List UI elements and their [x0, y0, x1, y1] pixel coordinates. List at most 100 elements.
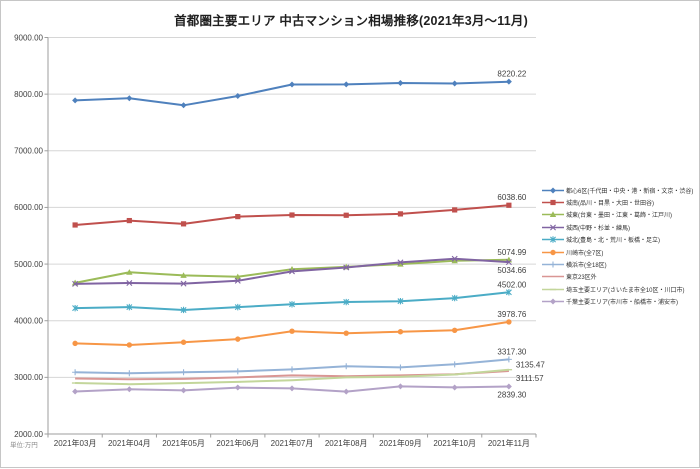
marker-plus [180, 369, 187, 376]
legend-swatch [542, 298, 564, 305]
legend-item-3: 城西(中野・杉並・練馬) [542, 221, 693, 233]
marker-diamond [451, 384, 458, 391]
y-axis-label: 3000.00 [14, 373, 43, 382]
marker-square [397, 211, 404, 217]
legend-label: 千葉主要エリア(市川市・船橋市・浦安市) [566, 300, 678, 307]
marker-triangle [549, 211, 557, 218]
marker-triangle [234, 273, 241, 280]
legend-label: 埼玉主要エリア(さいたま市全10区・川口市) [566, 287, 685, 294]
marker-diamond [289, 385, 295, 392]
data-label: 5074.99 [497, 248, 526, 257]
marker-diamond [343, 388, 350, 395]
x-axis-label: 2021年10月 [433, 438, 476, 448]
y-axis-label: 9000.00 [14, 33, 43, 42]
marker-x [550, 224, 556, 231]
series-9 [72, 383, 512, 395]
marker-diamond [451, 80, 458, 87]
marker-circle [126, 342, 133, 348]
marker-diamond [72, 388, 79, 395]
marker-star [397, 297, 404, 305]
marker-diamond [126, 386, 133, 393]
series-3 [72, 255, 512, 287]
marker-triangle [126, 269, 133, 275]
marker-diamond [550, 298, 556, 305]
legend-item-7: 東京23区外 [542, 271, 693, 283]
marker-x [72, 280, 79, 287]
legend-swatch [542, 224, 564, 231]
legend-swatch [542, 211, 564, 218]
legend-item-9: 千葉主要エリア(市川市・船橋市・浦安市) [542, 296, 693, 308]
marker-square [126, 217, 132, 224]
data-label: 3111.57 [516, 374, 544, 383]
marker-star [289, 301, 295, 308]
marker-star [180, 306, 187, 314]
marker-x [343, 264, 350, 271]
marker-x [180, 280, 187, 287]
data-label: 5034.66 [497, 266, 526, 275]
x-axis-label: 2021年07月 [271, 438, 314, 448]
x-axis-label: 2021年09月 [379, 438, 422, 448]
series-1 [72, 202, 512, 228]
marker-plus [72, 369, 79, 376]
data-label: 3135.47 [516, 361, 545, 370]
marker-circle [72, 340, 78, 347]
marker-diamond [234, 384, 241, 391]
data-label: 4502.00 [497, 280, 526, 289]
data-label: 2839.30 [497, 390, 526, 399]
x-axis-label: 2021年03月 [54, 438, 97, 448]
marker-diamond [343, 81, 350, 88]
marker-square [289, 212, 295, 218]
marker-circle [397, 329, 404, 335]
legend-swatch [542, 187, 564, 194]
legend-swatch [542, 288, 564, 291]
marker-x [126, 280, 133, 287]
marker-plus [126, 370, 133, 377]
marker-circle [451, 327, 458, 334]
legend-item-4: 城北(豊島・北・荒川・板橋・足立) [542, 234, 693, 246]
legend-swatch [542, 261, 564, 268]
marker-circle [343, 330, 349, 336]
legend-label: 東京23区外 [566, 275, 597, 282]
marker-star [234, 303, 241, 311]
marker-diamond [126, 95, 133, 102]
chart-title: 首都圏主要エリア 中古マンション相場推移(2021年3月〜11月) [174, 14, 528, 28]
y-axis-label: 2000.00 [14, 430, 43, 439]
legend-item-8: 埼玉主要エリア(さいたま市全10区・川口市) [542, 283, 693, 295]
marker-diamond [397, 80, 404, 87]
marker-circle [550, 249, 556, 255]
x-axis-label: 2021年05月 [162, 438, 205, 448]
marker-star [343, 298, 350, 306]
data-label: 3978.76 [497, 310, 526, 319]
series-8 [71, 368, 513, 386]
marker-circle [235, 336, 241, 342]
series-6 [72, 356, 512, 377]
marker-x [505, 259, 512, 266]
legend-item-5: 川崎市(全7区) [542, 246, 693, 258]
x-axis-label: 2021年04月 [108, 438, 151, 448]
series-4 [72, 289, 512, 314]
x-axis-label: 2021年11月 [488, 438, 530, 448]
marker-square [452, 207, 458, 213]
marker-x [397, 259, 404, 266]
marker-plus [397, 364, 404, 371]
y-axis-label: 5000.00 [14, 260, 43, 269]
y-axis-label: 4000.00 [14, 317, 43, 326]
marker-star [72, 304, 79, 312]
legend-label: 城北(豊島・北・荒川・板橋・足立) [566, 238, 660, 245]
marker-diamond [180, 102, 187, 109]
marker-triangle [180, 272, 187, 278]
series-5 [72, 319, 512, 348]
legend-label: 川崎市(全7区) [566, 250, 604, 257]
marker-x [234, 277, 241, 284]
marker-plus [343, 363, 350, 370]
marker-diamond [550, 187, 556, 194]
axis-unit-note: 単位:万円 [10, 442, 38, 449]
legend-label: 城南(品川・目黒・大田・世田谷) [566, 201, 654, 208]
marker-square [506, 202, 512, 208]
legend-item-2: 城東(台東・墨田・江東・葛飾・江戸川) [542, 209, 693, 221]
marker-circle [180, 339, 187, 345]
legend-label: 城西(中野・杉並・練馬) [566, 225, 630, 232]
legend-item-0: 都心6区(千代田・中央・港・新宿・文京・渋谷) [542, 184, 693, 196]
legend-label: 城東(台東・墨田・江東・葛飾・江戸川) [566, 213, 672, 220]
